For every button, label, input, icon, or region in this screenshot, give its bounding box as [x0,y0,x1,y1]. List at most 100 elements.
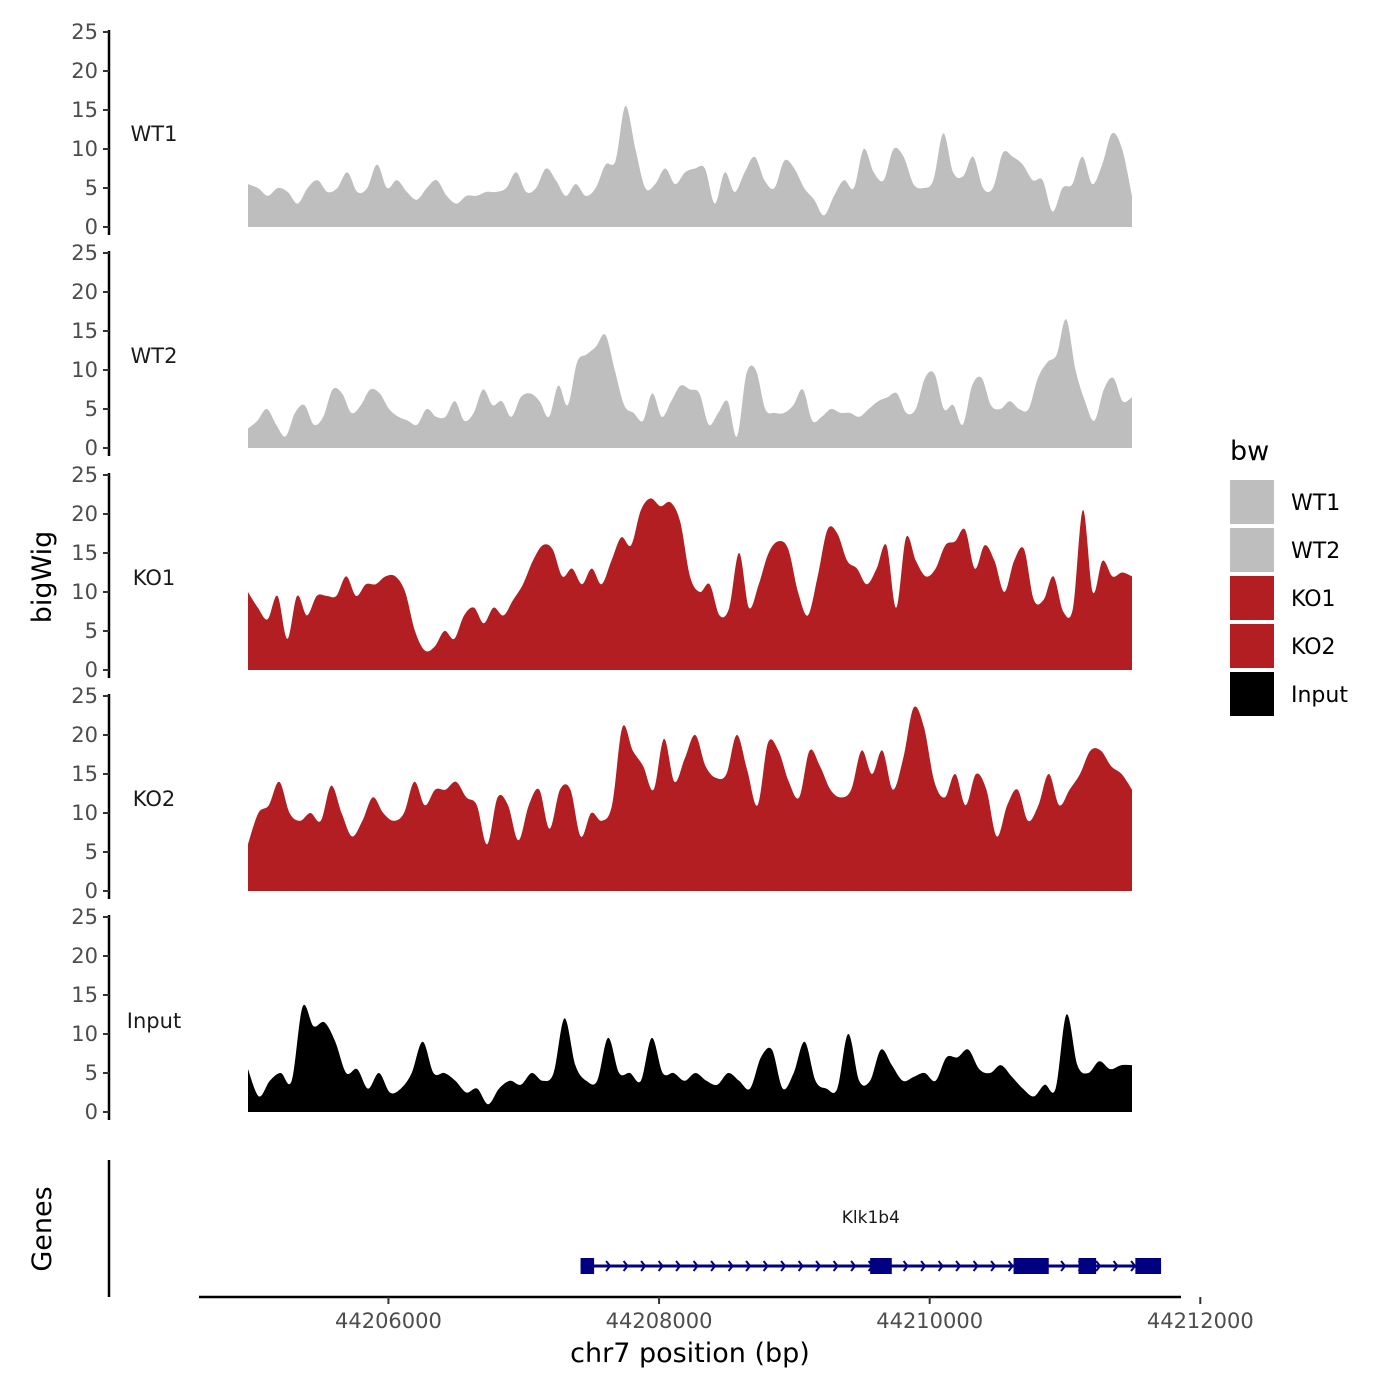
x-tick-label: 44208000 [606,1309,713,1333]
legend-label: WT2 [1291,539,1340,564]
track-wt1: 0 5 10 15 20 25 WT1 [71,20,1132,239]
y-tick-label: 25 [71,905,98,929]
gene-track: Klk1b4 [107,1160,1162,1297]
legend-label: Input [1291,683,1348,708]
coverage-area-input [248,1004,1132,1112]
legend-swatch-input [1230,672,1274,716]
strand-arrow [955,1260,962,1272]
y-tick-label: 10 [71,801,98,825]
gene-exon [580,1258,595,1274]
track-label: Input [127,1009,181,1033]
strand-arrow [692,1260,699,1272]
strand-arrow [1007,1260,1014,1272]
y-tick-label: 25 [71,241,98,265]
coverage-area-wt1 [248,106,1132,227]
track-label: WT2 [131,344,178,368]
track-input: 0 5 10 15 20 25 Input [71,905,1132,1124]
strand-arrow [815,1260,822,1272]
strand-arrow [902,1260,909,1272]
strand-arrow [657,1260,664,1272]
strand-arrow [1130,1260,1137,1272]
genes-axis-title: Genes [27,1186,58,1271]
gene-label: Klk1b4 [842,1208,900,1228]
strand-arrow [745,1260,752,1272]
strand-arrow [640,1260,647,1272]
y-tick-label: 5 [85,619,98,643]
gene-klk1b4: Klk1b4 [580,1208,1162,1274]
track-ko1: 0 5 10 15 20 25 KO1 [71,463,1132,682]
strand-arrow [1112,1260,1119,1272]
strand-arrow [1095,1260,1102,1272]
legend-swatch-ko1 [1230,576,1274,620]
track-ko2: 0 5 10 15 20 25 KO2 [71,684,1132,903]
strand-arrow [990,1260,997,1272]
coverage-area-ko2 [248,706,1132,891]
y-tick-label: 10 [71,580,98,604]
strand-arrow [675,1260,682,1272]
strand-arrow [797,1260,804,1272]
legend-label: KO1 [1291,587,1336,612]
y-tick-label: 0 [85,215,98,239]
legend: bw WT1 WT2 KO1 KO2 Input [1230,436,1348,716]
strand-arrow [762,1260,769,1272]
strand-arrow [780,1260,787,1272]
strand-arrow [710,1260,717,1272]
y-tick-label: 20 [71,723,98,747]
y-tick-label: 15 [71,541,98,565]
y-tick-label: 5 [85,176,98,200]
y-tick-label: 15 [71,319,98,343]
strand-arrow [972,1260,979,1272]
y-tick-label: 20 [71,502,98,526]
x-tick-label: 44212000 [1147,1309,1254,1333]
strand-arrow [937,1260,944,1272]
y-tick-label: 0 [85,879,98,903]
strand-arrow [622,1260,629,1272]
track-wt2: 0 5 10 15 20 25 WT2 [71,241,1132,460]
gene-exon [1013,1258,1049,1274]
y-tick-label: 0 [85,658,98,682]
track-label: WT1 [131,122,178,146]
y-tick-label: 5 [85,840,98,864]
y-tick-label: 15 [71,983,98,1007]
y-tick-label: 0 [85,1100,98,1124]
legend-label: WT1 [1291,491,1340,516]
y-tick-label: 15 [71,98,98,122]
y-axis-title: bigWig [27,531,58,624]
track-label: KO1 [133,566,176,590]
y-tick-label: 10 [71,358,98,382]
strand-arrow [1060,1260,1067,1272]
y-tick-label: 20 [71,59,98,83]
x-axis: 44206000 44208000 44210000 44212000 [199,1295,1254,1333]
bigwig-tracks: 0510152025WT10510152025WT20510152025KO10… [71,20,1132,1124]
y-tick-label: 10 [71,1022,98,1046]
legend-title: bw [1230,436,1269,467]
y-tick-label: 15 [71,762,98,786]
y-tick-label: 20 [71,944,98,968]
y-tick-label: 5 [85,1061,98,1085]
legend-swatch-wt1 [1230,480,1274,524]
y-tick-label: 25 [71,684,98,708]
y-tick-label: 20 [71,280,98,304]
y-tick-label: 5 [85,397,98,421]
strand-arrow [832,1260,839,1272]
y-tick-label: 0 [85,436,98,460]
y-tick-label: 25 [71,463,98,487]
coverage-area-wt2 [248,319,1132,448]
strand-arrow [920,1260,927,1272]
legend-swatch-ko2 [1230,624,1274,668]
legend-swatch-wt2 [1230,528,1274,572]
legend-label: KO2 [1291,635,1336,660]
track-label: KO2 [133,787,176,811]
y-tick-label: 25 [71,20,98,44]
strand-arrow [605,1260,612,1272]
y-tick-label: 10 [71,137,98,161]
coverage-area-ko1 [248,498,1132,670]
gene-exon [1078,1258,1097,1274]
x-axis-title: chr7 position (bp) [570,1338,810,1369]
strand-arrow [727,1260,734,1272]
x-tick-label: 44210000 [876,1309,983,1333]
gene-exon [1135,1258,1162,1274]
gene-exon [870,1258,892,1274]
strand-arrow [850,1260,857,1272]
